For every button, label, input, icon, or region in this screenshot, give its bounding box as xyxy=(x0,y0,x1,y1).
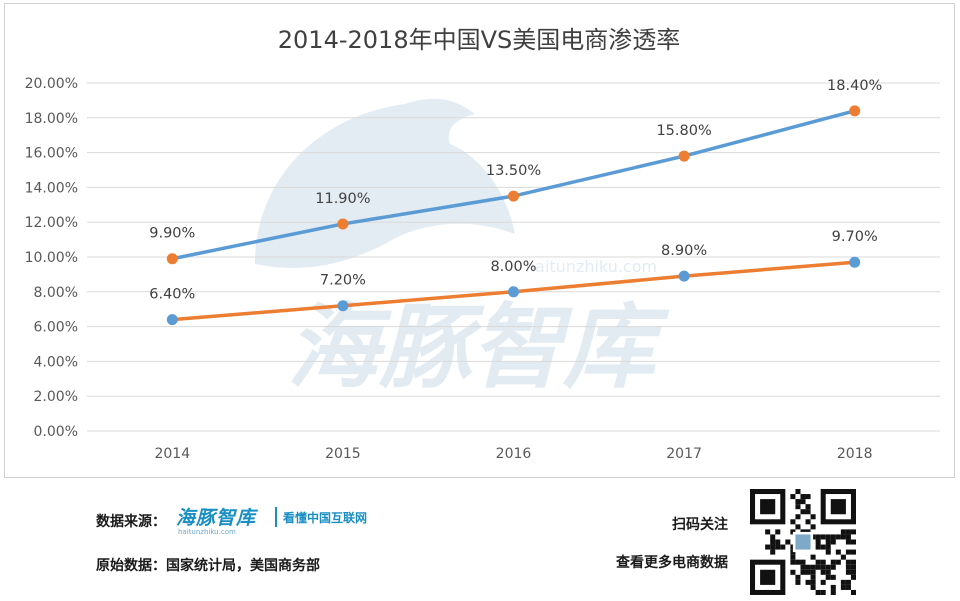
data-point xyxy=(849,105,861,117)
chart-frame: 海豚智库 haitunzhiku.com 2014-2018年中国VS美国电商渗… xyxy=(4,3,955,478)
data-point xyxy=(849,256,861,268)
data-point xyxy=(508,286,519,298)
watermark-text: 海豚智库 xyxy=(287,294,670,401)
y-tick-label: 8.00% xyxy=(34,285,78,301)
x-tick-label: 2014 xyxy=(154,446,190,462)
y-tick-label: 10.00% xyxy=(25,250,78,266)
y-tick-label: 4.00% xyxy=(34,354,78,370)
watermark-url: haitunzhiku.com xyxy=(525,257,657,276)
brand-logo: 海豚智库 xyxy=(176,507,257,529)
y-tick-label: 20.00% xyxy=(25,76,78,92)
data-label: 8.90% xyxy=(661,243,707,259)
y-tick-label: 12.00% xyxy=(25,215,78,231)
data-label: 18.40% xyxy=(827,78,882,94)
y-tick-label: 16.00% xyxy=(25,146,78,162)
data-point xyxy=(166,314,178,326)
y-axis: 0.00% 2.00% 4.00% 6.00% 8.00% 10.00% 12.00% 14.… xyxy=(25,76,78,440)
qr-code-icon[interactable] xyxy=(750,489,856,595)
view-more-text: 查看更多电商数据 xyxy=(616,555,728,571)
data-point xyxy=(678,150,690,162)
data-label: 8.00% xyxy=(490,259,536,275)
original-data-label: 原始数据：国家统计局，美国商务部 xyxy=(96,558,320,574)
data-label: 9.90% xyxy=(149,226,195,242)
grid xyxy=(87,82,940,432)
series-line xyxy=(171,109,856,261)
line-chart: 海豚智库 haitunzhiku.com 2014-2018年中国VS美国电商渗… xyxy=(25,26,940,462)
data-label: 6.40% xyxy=(149,287,195,303)
data-label: 11.90% xyxy=(315,191,370,207)
series: 9.90% 11.90% 13.50% 15.80% 18.40% 6.40% 7.20% 8… xyxy=(149,78,882,326)
source-label: 数据来源： xyxy=(96,514,166,530)
brand-url: haitunzhiku.com xyxy=(178,528,236,536)
watermark: 海豚智库 haitunzhiku.com xyxy=(255,98,670,401)
data-point xyxy=(337,218,349,230)
y-tick-label: 6.00% xyxy=(34,320,78,336)
brand-divider xyxy=(275,507,277,527)
y-tick-label: 0.00% xyxy=(34,424,78,440)
x-tick-label: 2018 xyxy=(837,446,873,462)
chart-title: 2014-2018年中国VS美国电商渗透率 xyxy=(278,26,680,54)
x-tick-label: 2017 xyxy=(666,446,702,462)
footer: 数据来源： 海豚智库 看懂中国互联网 haitunzhiku.com 原始数据：… xyxy=(0,481,960,601)
x-tick-label: 2016 xyxy=(496,446,532,462)
y-tick-label: 18.00% xyxy=(25,111,78,127)
x-tick-label: 2015 xyxy=(325,446,361,462)
data-label: 15.80% xyxy=(656,123,711,139)
scan-follow-text: 扫码关注 xyxy=(672,517,728,533)
data-point xyxy=(166,253,178,265)
y-tick-label: 14.00% xyxy=(25,180,78,196)
dolphin-logo-icon xyxy=(255,98,515,268)
data-label: 9.70% xyxy=(832,229,878,245)
x-axis: 2014 2015 2016 2017 2018 xyxy=(154,446,872,462)
data-label: 7.20% xyxy=(320,273,366,289)
data-point xyxy=(337,300,349,312)
data-point xyxy=(678,270,690,282)
data-label: 13.50% xyxy=(486,163,541,179)
y-tick-label: 2.00% xyxy=(34,389,78,405)
data-point xyxy=(508,190,519,202)
brand-tagline: 看懂中国互联网 xyxy=(283,511,368,525)
